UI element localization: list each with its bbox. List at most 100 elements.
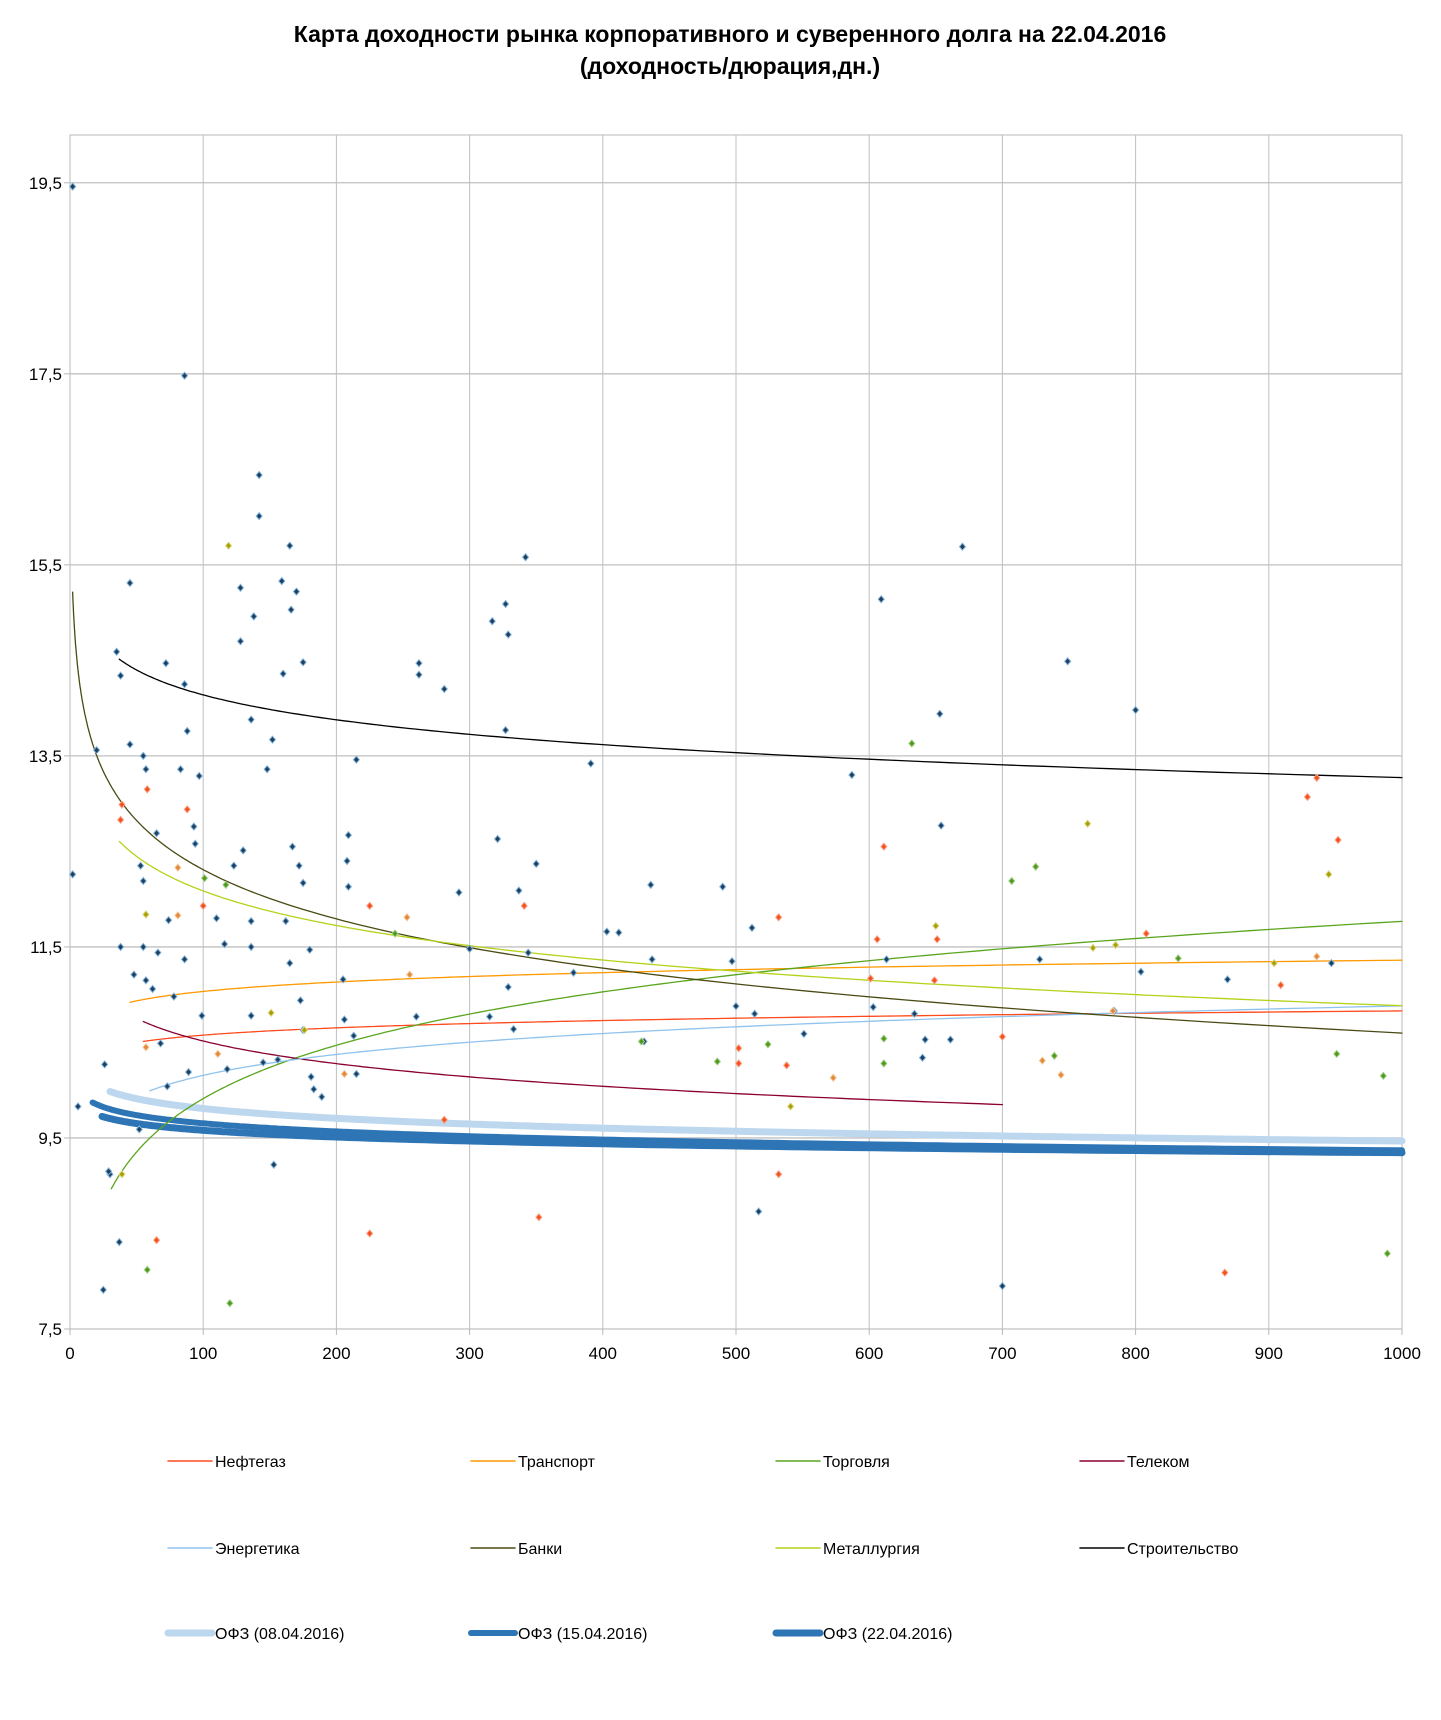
data-point xyxy=(932,921,940,931)
data-point xyxy=(116,815,125,825)
data-point xyxy=(300,1025,309,1035)
data-point xyxy=(1313,773,1321,783)
y-tick-label: 13,5 xyxy=(29,747,62,766)
data-point xyxy=(958,542,967,551)
trendline-0 xyxy=(142,1010,1403,1043)
x-tick-label: 0 xyxy=(65,1344,74,1363)
chart-title-line-1: Карта доходности рынка корпоративного и … xyxy=(294,21,1167,47)
x-tick-label: 300 xyxy=(455,1344,483,1363)
data-point xyxy=(183,726,191,736)
data-point xyxy=(1064,657,1072,666)
data-point xyxy=(1221,1268,1229,1277)
data-point xyxy=(946,1035,955,1044)
data-point xyxy=(1142,929,1150,938)
data-point xyxy=(156,1039,165,1048)
data-point xyxy=(366,1229,374,1238)
data-point xyxy=(880,1034,888,1043)
legend-label: ОФЗ (08.04.2016) xyxy=(215,1626,344,1643)
data-point xyxy=(255,511,263,521)
data-point xyxy=(135,1125,143,1134)
trendline-8 xyxy=(106,1088,1406,1145)
data-point xyxy=(1334,835,1342,845)
data-point xyxy=(180,955,189,964)
trendline-1 xyxy=(129,959,1403,1003)
data-point xyxy=(318,1092,326,1102)
data-point xyxy=(306,945,314,955)
data-point xyxy=(774,913,783,922)
data-point xyxy=(310,1084,318,1094)
trendline-6 xyxy=(118,840,1403,1007)
trendline-3 xyxy=(142,1020,1004,1106)
data-point xyxy=(782,1061,791,1070)
data-point xyxy=(126,740,134,749)
trendline-10 xyxy=(98,1112,1406,1157)
data-point xyxy=(535,1212,543,1222)
legend-item: ОФЗ (22.04.2016) xyxy=(772,1626,952,1643)
data-point xyxy=(1089,943,1097,953)
data-point xyxy=(224,541,233,551)
legend-label: Строительство xyxy=(1127,1541,1238,1558)
data-point xyxy=(236,636,245,646)
x-tick-label: 600 xyxy=(855,1344,883,1363)
legend-item: Телеком xyxy=(1079,1454,1190,1471)
data-point xyxy=(214,1049,222,1059)
data-point xyxy=(116,942,125,952)
data-point xyxy=(340,1015,349,1024)
data-point xyxy=(918,1053,927,1062)
y-tick-label: 19,5 xyxy=(29,174,62,193)
data-point xyxy=(1313,952,1321,961)
data-point xyxy=(1109,1006,1117,1016)
data-point xyxy=(268,735,277,744)
data-point xyxy=(142,910,150,919)
trendline-5 xyxy=(72,591,1403,1034)
data-point xyxy=(340,1069,349,1079)
data-point xyxy=(848,770,856,780)
data-point xyxy=(1303,792,1312,802)
data-point xyxy=(223,1064,231,1074)
data-point xyxy=(1383,1249,1392,1258)
legend-item: ОФЗ (15.04.2016) xyxy=(468,1626,647,1643)
data-point xyxy=(288,842,297,851)
data-point xyxy=(352,1069,361,1079)
legend-label: Торговля xyxy=(823,1454,890,1471)
x-tick-label: 200 xyxy=(322,1344,350,1363)
data-point xyxy=(339,975,347,984)
trendline-9 xyxy=(89,1099,1405,1154)
data-point xyxy=(1050,1051,1059,1061)
data-point xyxy=(1032,862,1040,871)
data-point xyxy=(247,1011,255,1020)
x-tick-label: 800 xyxy=(1121,1344,1149,1363)
data-point xyxy=(255,470,263,480)
data-point xyxy=(286,541,294,551)
data-point xyxy=(104,1167,113,1176)
data-point xyxy=(239,846,247,855)
x-tick-label: 700 xyxy=(988,1344,1016,1363)
y-tick-label: 15,5 xyxy=(29,556,62,575)
data-point xyxy=(488,616,496,626)
legend-item: Банки xyxy=(470,1541,562,1558)
data-point xyxy=(455,888,463,897)
data-point xyxy=(504,982,512,992)
trendline-4 xyxy=(149,1005,1403,1092)
data-point xyxy=(92,745,101,755)
data-point xyxy=(440,1115,448,1125)
data-point xyxy=(220,939,229,949)
data-point xyxy=(139,942,147,952)
data-point xyxy=(148,984,157,994)
data-point xyxy=(501,725,510,735)
data-point xyxy=(415,670,423,679)
y-tick-label: 17,5 xyxy=(29,365,62,384)
x-tick-label: 500 xyxy=(722,1344,750,1363)
legend-item: Металлургия xyxy=(775,1541,920,1558)
data-point xyxy=(287,605,295,615)
data-point xyxy=(180,371,189,380)
data-point xyxy=(880,1059,888,1068)
legend-label: ОФЗ (15.04.2016) xyxy=(518,1626,647,1643)
data-point xyxy=(786,1102,795,1111)
data-point xyxy=(1131,705,1140,715)
data-point xyxy=(521,552,530,562)
data-point xyxy=(247,916,255,926)
x-tick-label: 900 xyxy=(1255,1344,1283,1363)
data-point xyxy=(307,1072,315,1082)
